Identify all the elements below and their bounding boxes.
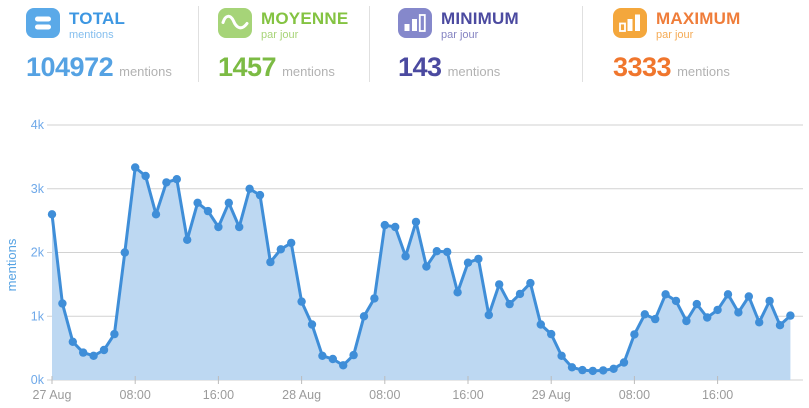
svg-text:08:00: 08:00 [369,388,400,402]
card-value: 3333 [613,52,672,82]
wave-icon [218,8,252,38]
card-title: MOYENNE [261,9,349,28]
card-subtitle: mentions [69,29,114,41]
stat-card-maximum: MAXIMUM par jour 3333 mentions [583,0,809,90]
card-title: MINIMUM [441,9,519,28]
card-unit: mentions [677,64,730,79]
stat-card-total: TOTAL mentions 104972 mentions [0,0,199,90]
equals-icon [26,8,60,38]
bars-max-icon [613,8,647,38]
card-value: 143 [398,52,442,82]
svg-text:16:00: 16:00 [452,388,483,402]
card-value: 104972 [26,52,114,82]
svg-text:08:00: 08:00 [120,388,151,402]
svg-text:16:00: 16:00 [702,388,733,402]
stat-card-moyenne: MOYENNE par jour 1457 mentions [199,0,370,90]
svg-text:3k: 3k [31,182,45,196]
card-subtitle: par jour [656,29,694,41]
card-value: 1457 [218,52,277,82]
card-subtitle: par jour [441,29,479,41]
stat-card-minimum: MINIMUM par jour 143 mentions [370,0,583,90]
svg-text:0k: 0k [31,373,45,387]
svg-text:16:00: 16:00 [203,388,234,402]
stats-cards-row: TOTAL mentions 104972 mentions MOYENNE pa… [0,0,809,90]
svg-text:08:00: 08:00 [619,388,650,402]
svg-text:27 Aug: 27 Aug [33,388,72,402]
svg-text:1k: 1k [31,309,45,323]
svg-text:mentions: mentions [4,238,19,291]
card-unit: mentions [447,64,501,79]
card-unit: mentions [282,64,335,79]
bars-min-icon [398,8,432,38]
card-title: MAXIMUM [656,9,741,28]
svg-text:28 Aug: 28 Aug [282,388,321,402]
area-chart-canvas[interactable]: 0k 1k 2k 3k 4k 27 Aug 08:00 16:00 28 Aug 08:00 16:… [0,90,809,408]
svg-text:4k: 4k [31,118,45,132]
card-subtitle: par jour [261,29,299,41]
svg-text:29 Aug: 29 Aug [532,388,571,402]
card-title: TOTAL [69,9,126,28]
svg-text:2k: 2k [31,246,45,260]
mentions-timeline-chart[interactable]: 0k 1k 2k 3k 4k 27 Aug 08:00 16:00 28 Aug 08:00 16:… [0,90,809,408]
card-unit: mentions [119,64,172,79]
